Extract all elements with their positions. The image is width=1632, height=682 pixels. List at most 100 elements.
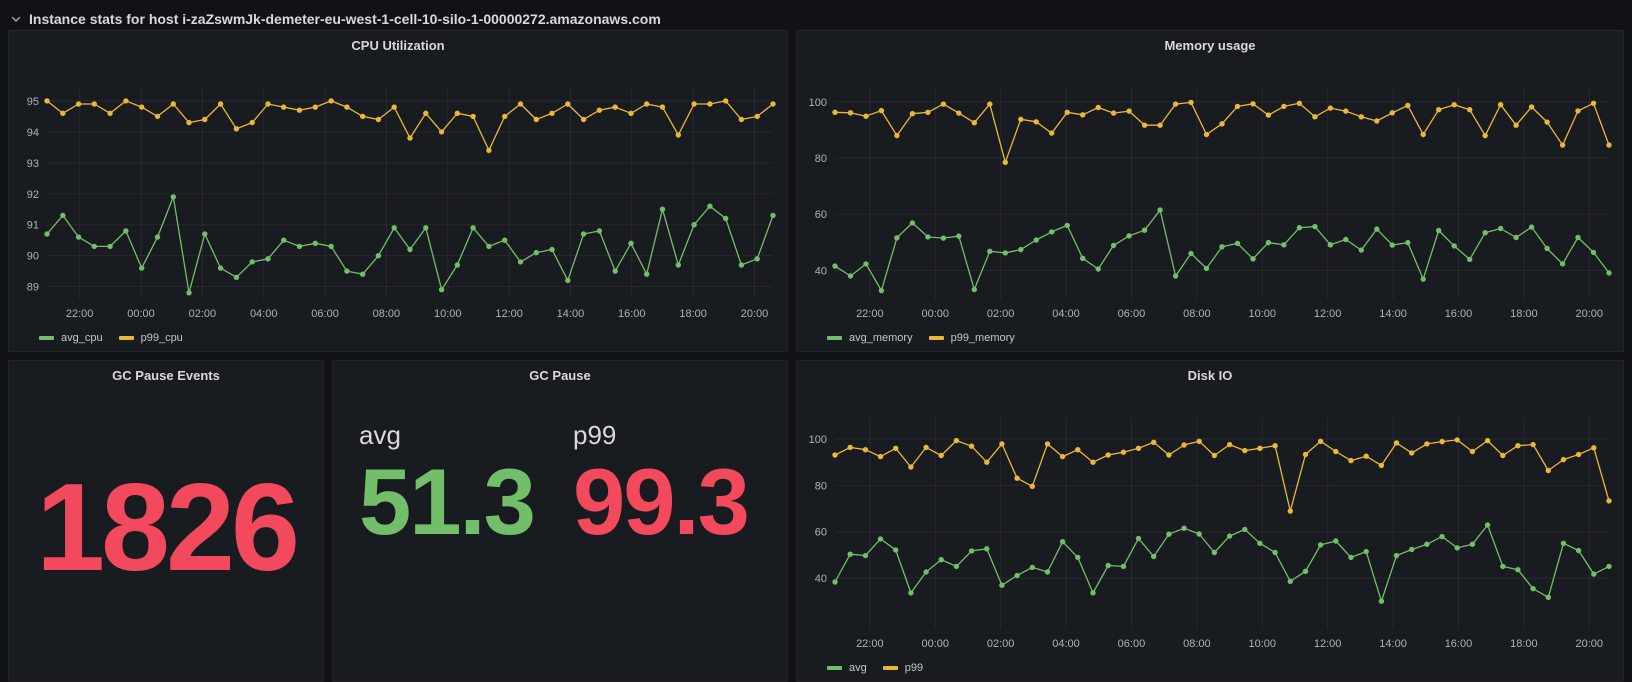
data-point <box>123 228 129 234</box>
data-point <box>1064 109 1070 115</box>
data-point <box>1530 441 1536 448</box>
panel-title-gc-pause-events[interactable]: GC Pause Events <box>112 367 220 383</box>
chevron-down-icon[interactable] <box>10 13 22 25</box>
data-point <box>1497 225 1504 232</box>
x-tick-label: 10:00 <box>1248 308 1276 320</box>
y-tick-label: 40 <box>815 265 827 277</box>
data-point <box>1575 451 1582 458</box>
data-point <box>1203 265 1210 272</box>
data-point <box>186 119 192 126</box>
panel-header[interactable]: Memory usage <box>797 31 1623 59</box>
panel-header[interactable]: CPU Utilization <box>9 31 787 59</box>
data-point <box>1172 101 1179 107</box>
data-point <box>139 265 145 271</box>
data-point <box>1374 226 1380 232</box>
data-point <box>1211 549 1218 556</box>
legend-item-p99_cpu[interactable]: p99_cpu <box>118 332 183 344</box>
data-point <box>1151 553 1157 560</box>
data-point <box>517 101 524 107</box>
data-point <box>202 116 208 123</box>
data-point <box>549 246 555 253</box>
panel-title-memory[interactable]: Memory usage <box>1164 37 1256 53</box>
data-point <box>1497 102 1504 108</box>
legend-label: p99_cpu <box>140 332 183 344</box>
data-point <box>644 271 650 277</box>
data-point <box>423 225 429 231</box>
data-point <box>1302 568 1309 574</box>
series-line-p99 <box>834 439 1610 512</box>
data-point <box>878 107 885 114</box>
memory-legend: avg_memory p99_memory <box>827 328 1615 348</box>
data-point <box>565 101 571 107</box>
legend-item-avg[interactable]: avg <box>827 662 867 674</box>
data-point <box>1424 441 1430 447</box>
data-point <box>1484 437 1491 444</box>
cpu-chart-plot[interactable]: 89 90 91 92 93 94 95 22:00 00:00 02:00 04:00 06:00 0… <box>9 59 787 325</box>
data-point <box>407 246 413 253</box>
panel-header[interactable]: GC Pause Events <box>9 361 323 389</box>
data-point <box>1188 250 1194 257</box>
legend-label: p99_memory <box>950 332 1015 344</box>
data-point <box>987 101 993 107</box>
data-point <box>202 231 208 237</box>
data-point <box>1196 438 1202 444</box>
data-point <box>877 453 884 460</box>
legend-item-p99[interactable]: p99 <box>882 662 923 674</box>
data-point <box>847 551 853 557</box>
y-tick-label: 91 <box>27 220 39 232</box>
y-tick-label: 80 <box>815 480 827 492</box>
data-point <box>360 113 366 120</box>
data-point <box>1312 114 1318 120</box>
data-point <box>1059 539 1066 545</box>
memory-chart-plot[interactable]: 40 60 80 100 22:00 00:00 02:00 04:00 06:00 08:00 1… <box>797 59 1623 325</box>
data-point <box>754 113 760 120</box>
data-point <box>925 109 931 115</box>
y-tick-label: 93 <box>27 158 39 170</box>
data-point <box>1211 452 1218 459</box>
legend-item-avg_cpu[interactable]: avg_cpu <box>39 332 103 344</box>
legend-item-avg_memory[interactable]: avg_memory <box>827 332 913 344</box>
x-tick-label: 00:00 <box>921 308 949 320</box>
data-point <box>1234 240 1241 247</box>
data-point <box>470 225 476 231</box>
data-point <box>533 249 539 256</box>
data-point <box>1436 227 1442 234</box>
data-point <box>139 104 145 110</box>
panel-title-cpu[interactable]: CPU Utilization <box>351 37 445 53</box>
legend-item-p99_memory[interactable]: p99_memory <box>928 332 1015 344</box>
panel-title-gc-pause[interactable]: GC Pause <box>529 367 591 383</box>
panel-header[interactable]: GC Pause <box>333 361 787 389</box>
legend-swatch <box>827 666 842 670</box>
data-point <box>1059 453 1066 460</box>
data-point <box>375 116 382 123</box>
data-point <box>1393 552 1400 559</box>
data-point <box>908 590 914 596</box>
data-point <box>1469 448 1476 455</box>
data-point <box>407 135 413 141</box>
data-point <box>1287 508 1293 514</box>
legend-swatch <box>882 666 898 670</box>
panel-title-disk[interactable]: Disk IO <box>1187 367 1233 383</box>
data-point <box>1044 441 1051 447</box>
data-point <box>438 287 445 293</box>
data-point <box>1439 533 1445 540</box>
data-point <box>186 290 192 296</box>
data-point <box>1033 119 1039 125</box>
data-point <box>971 120 977 126</box>
data-point <box>1257 540 1263 546</box>
panel-header[interactable]: Disk IO <box>797 361 1623 389</box>
data-point <box>549 110 555 116</box>
data-point <box>1575 547 1582 554</box>
dashboard-row-header[interactable]: Instance stats for host i-zaZswmJk-demet… <box>8 8 1624 30</box>
data-point <box>580 231 587 237</box>
disk-chart-plot[interactable]: 40 60 80 100 22:00 00:00 02:00 04:00 06:00 08:00 1… <box>797 389 1623 655</box>
data-point <box>862 447 869 453</box>
data-point <box>565 277 571 284</box>
data-point <box>893 547 899 553</box>
data-point <box>644 101 650 107</box>
data-point <box>438 129 445 135</box>
data-point <box>893 445 899 451</box>
data-point <box>1528 104 1535 110</box>
row-title: Instance stats for host i-zaZswmJk-demet… <box>29 11 661 27</box>
